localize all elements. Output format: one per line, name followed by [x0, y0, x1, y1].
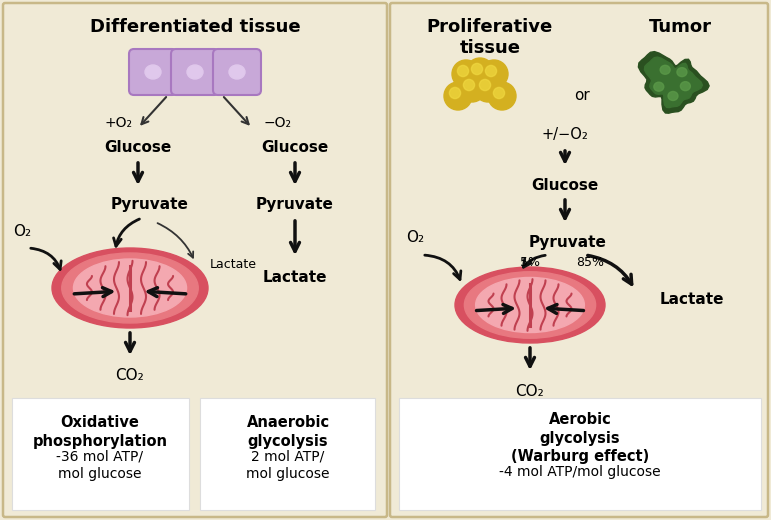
Text: O₂: O₂: [13, 225, 31, 240]
Text: Pyruvate: Pyruvate: [111, 198, 189, 213]
Ellipse shape: [474, 74, 502, 102]
Ellipse shape: [458, 74, 486, 102]
Ellipse shape: [466, 58, 494, 86]
Ellipse shape: [444, 82, 472, 110]
FancyBboxPatch shape: [129, 49, 177, 95]
Ellipse shape: [488, 82, 516, 110]
FancyBboxPatch shape: [3, 3, 387, 517]
Ellipse shape: [668, 92, 678, 100]
Text: 5%: 5%: [520, 255, 540, 268]
Ellipse shape: [480, 60, 508, 88]
Ellipse shape: [52, 248, 208, 328]
Ellipse shape: [452, 60, 480, 88]
FancyBboxPatch shape: [12, 398, 189, 510]
Text: 85%: 85%: [576, 255, 604, 268]
FancyBboxPatch shape: [390, 3, 768, 517]
Ellipse shape: [476, 278, 584, 333]
Text: Pyruvate: Pyruvate: [529, 235, 607, 250]
Text: O₂: O₂: [406, 230, 424, 245]
Text: +O₂: +O₂: [104, 116, 132, 130]
Ellipse shape: [654, 82, 664, 91]
Text: Lactate: Lactate: [210, 258, 257, 271]
Ellipse shape: [463, 80, 475, 90]
Text: Glucose: Glucose: [261, 140, 328, 155]
Ellipse shape: [480, 80, 490, 90]
Ellipse shape: [73, 259, 187, 317]
Ellipse shape: [660, 66, 670, 74]
Ellipse shape: [471, 63, 483, 74]
Text: Proliferative
tissue: Proliferative tissue: [427, 18, 553, 57]
Ellipse shape: [457, 66, 469, 76]
Ellipse shape: [486, 66, 497, 76]
Text: Pyruvate: Pyruvate: [256, 198, 334, 213]
Text: Lactate: Lactate: [660, 292, 725, 307]
Ellipse shape: [187, 65, 203, 79]
FancyBboxPatch shape: [200, 398, 375, 510]
Text: Lactate: Lactate: [263, 270, 327, 285]
Text: Anaerobic
glycolysis: Anaerobic glycolysis: [247, 415, 329, 449]
Ellipse shape: [229, 65, 245, 79]
Ellipse shape: [449, 87, 460, 99]
Ellipse shape: [464, 272, 596, 338]
Text: or: or: [574, 87, 590, 102]
Text: Oxidative
phosphorylation: Oxidative phosphorylation: [32, 415, 167, 449]
Text: Glucose: Glucose: [531, 177, 598, 192]
Ellipse shape: [455, 267, 605, 343]
Ellipse shape: [680, 82, 690, 90]
Text: +/−O₂: +/−O₂: [541, 127, 588, 142]
Ellipse shape: [62, 253, 198, 323]
Text: Glucose: Glucose: [104, 140, 172, 155]
Text: -4 mol ATP/mol glucose: -4 mol ATP/mol glucose: [499, 465, 661, 479]
Text: Differentiated tissue: Differentiated tissue: [89, 18, 301, 36]
Polygon shape: [638, 51, 709, 113]
Text: CO₂: CO₂: [116, 369, 144, 384]
Text: CO₂: CO₂: [516, 384, 544, 398]
Text: -36 mol ATP/
mol glucose: -36 mol ATP/ mol glucose: [56, 450, 143, 482]
Ellipse shape: [145, 65, 161, 79]
Ellipse shape: [677, 68, 687, 76]
Text: Tumor: Tumor: [648, 18, 712, 36]
Text: 2 mol ATP/
mol glucose: 2 mol ATP/ mol glucose: [246, 450, 330, 482]
Text: Aerobic
glycolysis
(Warburg effect): Aerobic glycolysis (Warburg effect): [511, 412, 649, 464]
FancyBboxPatch shape: [399, 398, 761, 510]
Ellipse shape: [493, 87, 504, 99]
Polygon shape: [645, 57, 702, 108]
FancyBboxPatch shape: [171, 49, 219, 95]
Text: −O₂: −O₂: [264, 116, 292, 130]
FancyBboxPatch shape: [213, 49, 261, 95]
